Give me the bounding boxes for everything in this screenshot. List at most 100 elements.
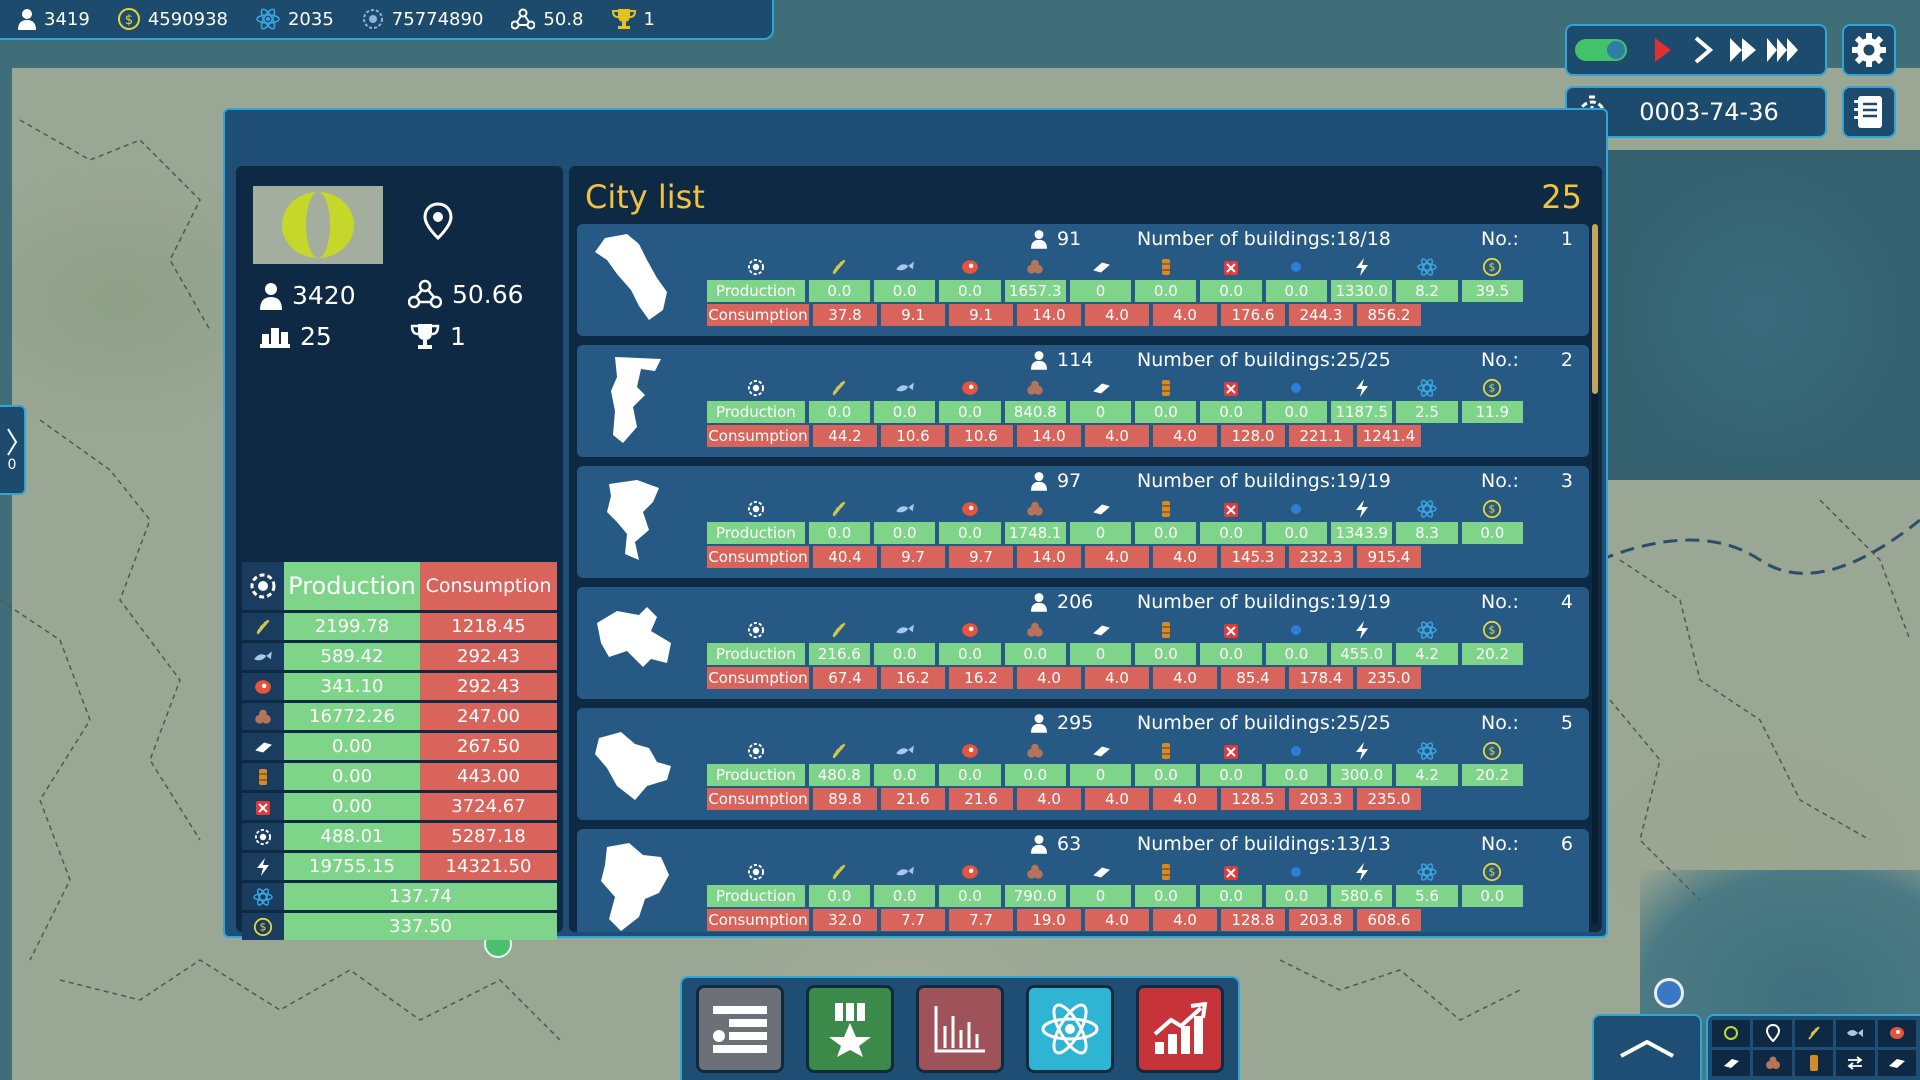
oil-icon: [1135, 740, 1196, 762]
filter-fish[interactable]: [1836, 1020, 1875, 1047]
filter-steel[interactable]: [1712, 1049, 1751, 1076]
production-label: Production: [707, 522, 805, 544]
city-shape-map: [607, 480, 659, 560]
consumption-cell: 4.0: [1085, 788, 1149, 810]
production-cell: 0.0: [939, 280, 1001, 302]
map-unit-marker[interactable]: [1654, 978, 1684, 1008]
steel-icon: [1070, 619, 1131, 641]
top-status-bar: 3419 $ 4590938 2035 75774890 50.8 1: [0, 0, 774, 40]
filter-country[interactable]: [1712, 1020, 1751, 1047]
gear-icon: [1852, 33, 1886, 67]
goods-icon: [707, 619, 805, 641]
city-shape-map: [597, 607, 671, 667]
fastest-forward-button[interactable]: [1765, 30, 1801, 70]
city-buildings: Number of buildings:25/25: [1137, 712, 1391, 734]
filter-ore[interactable]: [1753, 1049, 1792, 1076]
consumption-cell: 10.6: [949, 425, 1013, 447]
meat-icon: [939, 619, 1000, 641]
city-number-value: 6: [1560, 833, 1573, 855]
play-button[interactable]: [1685, 30, 1721, 70]
city-shape-map: [611, 357, 661, 443]
buildings-prefix: Number of buildings:: [1137, 712, 1337, 734]
fish-icon: [242, 643, 284, 670]
consumption-cell: 85.4: [1221, 667, 1285, 689]
svg-text:$: $: [1489, 866, 1496, 879]
oil-icon: [1135, 377, 1196, 399]
city-number-value: 1: [1560, 228, 1573, 250]
city-card[interactable]: 91 Number of buildings:18/18 No.: 1 $ Product…: [577, 224, 1589, 336]
filter-oil[interactable]: [1794, 1049, 1834, 1076]
city-card[interactable]: 114 Number of buildings:25/25 No.: 2 $ Produc…: [577, 345, 1589, 457]
scrollbar-thumb[interactable]: [1592, 224, 1598, 394]
production-cell: 1748.1: [1004, 522, 1066, 544]
production-cell: 0.0: [1200, 280, 1262, 302]
side-drawer-count: 0: [7, 457, 17, 473]
location-pin-icon: [423, 202, 453, 241]
filter-goods[interactable]: [1877, 1049, 1916, 1076]
list-menu-button[interactable]: [696, 985, 784, 1073]
city-list: City list 25 91 Number of buildings:18/18…: [569, 166, 1602, 932]
auto-toggle[interactable]: [1575, 39, 1627, 61]
resource-totals-table: Production Consumption 2199.78 1218.45 589…: [242, 562, 557, 940]
city-population: 295: [1031, 712, 1093, 734]
fish-icon: [874, 256, 935, 278]
city-buildings: Number of buildings:19/19: [1137, 470, 1391, 492]
city-resource-grid: $ Production 0.0 0.0 0.0 1657.3 0 0.0 0.0 0.0 1330…: [707, 256, 1527, 328]
meat-icon: [939, 740, 1000, 762]
filter-wheat[interactable]: [1794, 1020, 1834, 1047]
resource-consumption-value: 292.43: [420, 643, 557, 670]
city-population: 91: [1031, 228, 1081, 250]
consumption-label: Consumption: [707, 304, 809, 326]
filter-meat[interactable]: [1877, 1020, 1916, 1047]
production-cell: 0.0: [1135, 280, 1197, 302]
money-total-value: 337.50: [284, 913, 557, 940]
resource-production-value: 0.00: [284, 733, 420, 760]
research-button[interactable]: [1026, 985, 1114, 1073]
settings-button[interactable]: [1842, 24, 1896, 76]
achievements-button[interactable]: [806, 985, 894, 1073]
fuel-can-icon: [1200, 256, 1261, 278]
trophy-value: 1: [643, 8, 655, 30]
consumption-label: Consumption: [707, 425, 809, 447]
city-card[interactable]: 295 Number of buildings:25/25 No.: 5 $ Produc…: [577, 708, 1589, 820]
resource-consumption-value: 5287.18: [420, 823, 557, 850]
atom-icon: [1396, 377, 1457, 399]
meat-icon: [939, 861, 1000, 883]
atom-icon: [1396, 256, 1457, 278]
expand-up-button[interactable]: [1592, 1014, 1702, 1080]
city-list-scrollbar[interactable]: [1592, 224, 1598, 924]
production-cell: 1187.5: [1331, 401, 1393, 423]
side-drawer-tab[interactable]: 0: [0, 405, 26, 495]
country-influence-value: 50.66: [452, 279, 524, 309]
city-card[interactable]: 206 Number of buildings:19/19 No.: 4 $ Produc…: [577, 587, 1589, 699]
fuel-can-icon: [242, 793, 284, 820]
consumption-cell: 232.3: [1289, 546, 1353, 568]
play-icon: [1694, 36, 1713, 64]
fast-forward-button[interactable]: [1725, 30, 1761, 70]
location-pin-button[interactable]: [423, 202, 453, 244]
statistics-button[interactable]: [916, 985, 1004, 1073]
goods-icon: [242, 562, 284, 610]
consumption-cell: 32.0: [813, 909, 877, 931]
consumption-cell: 145.3: [1221, 546, 1285, 568]
city-card[interactable]: 63 Number of buildings:13/13 No.: 6 $ Product…: [577, 829, 1589, 932]
city-population-value: 91: [1057, 228, 1082, 250]
consumption-cell: 19.0: [1017, 909, 1081, 931]
economy-button[interactable]: [1136, 985, 1224, 1073]
pause-button[interactable]: [1645, 30, 1681, 70]
blue-dot-icon: [1266, 619, 1327, 641]
production-cell: 0.0: [874, 764, 936, 786]
production-cell: 0: [1069, 643, 1132, 665]
atom-icon: [242, 883, 284, 910]
oil-icon: [242, 763, 284, 790]
consumption-label: Consumption: [707, 909, 809, 931]
person-icon: [1031, 351, 1047, 370]
city-card[interactable]: 97 Number of buildings:19/19 No.: 3 $ Product…: [577, 466, 1589, 578]
location-pin-icon: [1765, 1024, 1780, 1043]
blue-dot-icon: [1266, 498, 1327, 520]
date-text: 0003-74-36: [1639, 98, 1779, 126]
list-icon: [713, 1006, 767, 1053]
filter-transfer[interactable]: [1836, 1049, 1875, 1076]
notebook-button[interactable]: [1842, 86, 1896, 138]
filter-location[interactable]: [1753, 1020, 1792, 1047]
